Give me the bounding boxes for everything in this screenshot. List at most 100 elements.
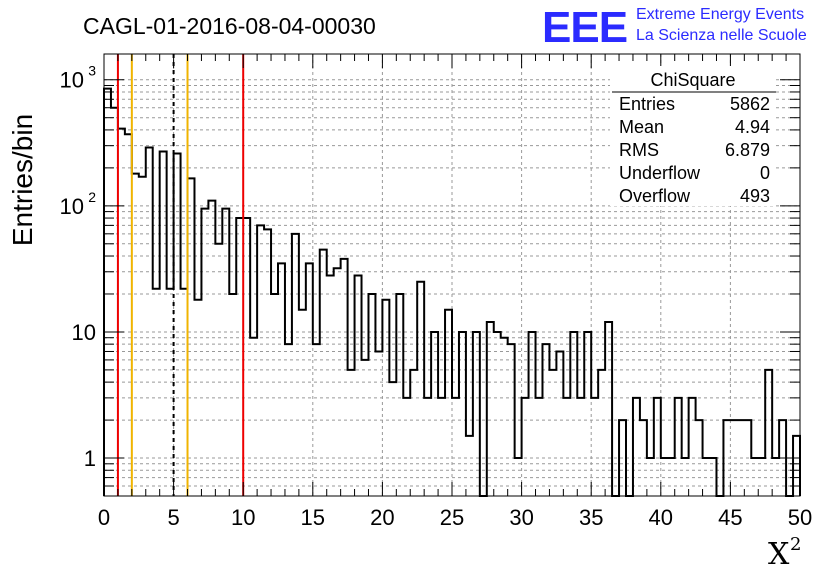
- histogram-bin: [285, 344, 292, 496]
- eee-logo-line-2: La Scienza nelle Scuole: [636, 27, 807, 44]
- x-axis-label: X 2: [768, 534, 801, 572]
- histogram-bin: [549, 370, 556, 496]
- histogram-bin: [396, 294, 403, 496]
- y-tick-label: 10: [60, 68, 84, 93]
- histogram-bin: [515, 458, 522, 496]
- histogram-bin: [222, 209, 229, 496]
- histogram-bin: [104, 89, 111, 496]
- histogram-bin: [348, 370, 355, 496]
- stats-label-entries: Entries: [619, 94, 675, 114]
- histogram-bin: [410, 370, 417, 496]
- histogram-bin: [153, 289, 160, 496]
- y-tick-label: 10: [60, 194, 84, 219]
- histogram-bin: [793, 436, 800, 496]
- histogram-bin: [494, 332, 501, 496]
- histogram-bin: [320, 250, 327, 496]
- stats-value-entries: 5862: [730, 94, 770, 114]
- histogram-bin: [703, 458, 710, 496]
- histogram-bin: [389, 382, 396, 496]
- x-axis-label-base: X: [768, 537, 790, 572]
- histogram-bin: [160, 151, 167, 496]
- histogram-bin: [640, 420, 647, 496]
- histogram-bin: [522, 398, 529, 496]
- x-tick-label: 40: [649, 505, 673, 530]
- histogram-bin: [292, 234, 299, 496]
- x-tick-label: 5: [167, 505, 179, 530]
- stats-box-background: [610, 66, 776, 206]
- histogram-bin: [647, 458, 654, 496]
- histogram-bin: [619, 420, 626, 496]
- y-axis-label: Entries/bin: [7, 114, 38, 246]
- histogram-bin: [174, 154, 181, 496]
- histogram-bin: [758, 458, 765, 496]
- histogram-bin: [181, 289, 188, 496]
- histogram-bin: [125, 134, 132, 496]
- histogram-outline: [103, 87, 801, 497]
- histogram-bin: [368, 294, 375, 496]
- x-tick-label: 30: [509, 505, 533, 530]
- histogram-bin: [473, 332, 480, 496]
- histogram-bin: [542, 344, 549, 496]
- histogram-bin: [605, 322, 612, 496]
- histogram-bin: [229, 294, 236, 496]
- vertical-marker-lines: [116, 54, 245, 496]
- x-tick-label: 35: [579, 505, 603, 530]
- stats-label-mean: Mean: [619, 117, 664, 137]
- histogram-bin: [403, 398, 410, 496]
- histogram-bin: [132, 174, 139, 496]
- histogram-bin: [431, 332, 438, 496]
- histogram-bin: [501, 338, 508, 496]
- x-tick-label: 0: [98, 505, 110, 530]
- y-tick-label: 10: [72, 320, 96, 345]
- histogram-bin: [772, 458, 779, 496]
- histogram-bin: [417, 282, 424, 496]
- histogram-bin: [577, 398, 584, 496]
- histogram-bin: [257, 225, 264, 496]
- x-tick-label: 45: [718, 505, 742, 530]
- histogram-bin: [529, 332, 536, 496]
- histogram-bin: [751, 458, 758, 496]
- stats-value-overflow: 493: [740, 186, 770, 206]
- histogram-bin: [696, 420, 703, 496]
- histogram-bin: [452, 398, 459, 496]
- histogram-bin: [661, 458, 668, 496]
- histogram-bin: [675, 398, 682, 496]
- histogram-bin: [424, 398, 431, 496]
- histogram-bin: [737, 420, 744, 496]
- histogram-bin: [306, 263, 313, 496]
- histogram-bin: [341, 259, 348, 496]
- x-tick-label: 10: [231, 505, 255, 530]
- eee-logo-mark: EEE: [542, 3, 627, 52]
- stats-label-overflow: Overflow: [619, 186, 691, 206]
- histogram-bin: [355, 276, 362, 496]
- histogram-bin: [201, 209, 208, 496]
- y-tick-exponent: 2: [88, 189, 96, 205]
- histogram-bin: [591, 398, 598, 496]
- x-tick-label: 25: [440, 505, 464, 530]
- histogram-bin: [445, 310, 452, 496]
- histogram-bin: [299, 310, 306, 496]
- x-tick-label: 15: [301, 505, 325, 530]
- histogram-bin: [598, 370, 605, 496]
- x-tick-label: 50: [788, 505, 812, 530]
- histogram-bin: [313, 344, 320, 496]
- stats-value-rms: 6.879: [725, 140, 770, 160]
- stats-label-rms: RMS: [619, 140, 659, 160]
- x-axis-label-superscript: 2: [790, 534, 801, 555]
- stats-value-mean: 4.94: [735, 117, 770, 137]
- histogram-bin: [111, 108, 118, 496]
- histogram-bin: [536, 398, 543, 496]
- histogram-bins: [103, 87, 801, 497]
- stats-title: ChiSquare: [650, 70, 735, 90]
- y-tick-exponent: 3: [88, 63, 96, 79]
- eee-logo: EEE Extreme Energy Events La Scienza nel…: [542, 3, 807, 52]
- chart-title: CAGL-01-2016-08-04-00030: [83, 13, 376, 39]
- histogram-bin: [334, 268, 341, 496]
- histogram-bin: [208, 201, 215, 496]
- stats-label-underflow: Underflow: [619, 163, 701, 183]
- histogram-bin: [236, 218, 243, 496]
- histogram-bin: [250, 338, 257, 496]
- histogram-bin: [584, 332, 591, 496]
- stats-value-underflow: 0: [760, 163, 770, 183]
